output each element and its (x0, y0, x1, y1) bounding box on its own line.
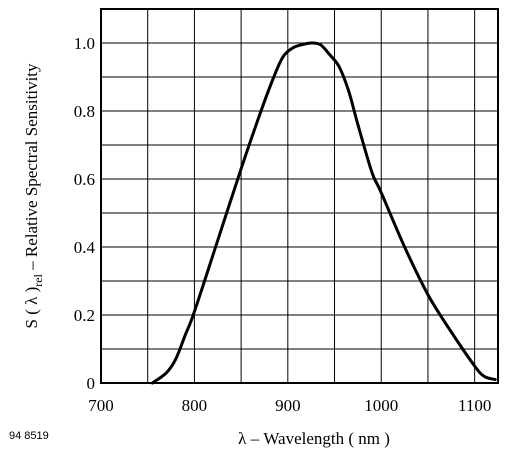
sensitivity-curve (150, 41, 497, 385)
x-tick-label: 700 (88, 396, 114, 415)
y-axis-subscript: rel (31, 273, 45, 286)
x-tick-label: 800 (182, 396, 208, 415)
x-axis-text: – Wavelength ( nm ) (246, 429, 390, 448)
x-tick-label: 900 (275, 396, 301, 415)
x-axis-symbol: λ (238, 429, 247, 448)
y-tick-label: 0.2 (74, 306, 95, 325)
y-tick-labels: 0 0.2 0.4 0.6 0.8 1.0 (74, 34, 96, 393)
grid (101, 9, 498, 383)
y-tick-label: 0.8 (74, 102, 95, 121)
y-tick-label: 0 (87, 374, 96, 393)
figure-id: 94 8519 (9, 430, 49, 442)
plot-frame (100, 8, 499, 384)
y-tick-label: 0.4 (74, 238, 96, 257)
y-axis-title: S ( λ )rel – Relative Spectral Sensitivi… (22, 63, 45, 329)
y-tick-label: 1.0 (74, 34, 95, 53)
x-tick-label: 1100 (458, 396, 491, 415)
x-tick-label: 1000 (364, 396, 398, 415)
y-axis-rest: – Relative Spectral Sensitivity (22, 63, 41, 274)
y-axis-main: S ( λ ) (22, 287, 41, 329)
x-tick-labels: 700 800 900 1000 1100 (88, 396, 491, 415)
y-tick-label: 0.6 (74, 170, 95, 189)
x-axis-title: λ – Wavelength ( nm ) (238, 429, 390, 448)
